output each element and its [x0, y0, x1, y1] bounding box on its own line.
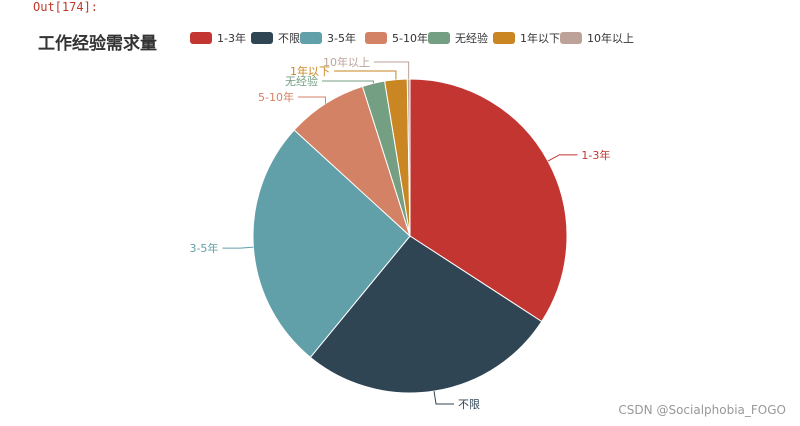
- pie-slice[interactable]: [406, 78, 411, 237]
- legend-swatch: [190, 32, 212, 44]
- pie-slice[interactable]: [409, 78, 568, 323]
- label-leader-line: [374, 61, 410, 80]
- legend-label: 3-5年: [327, 32, 356, 45]
- legend-swatch: [251, 32, 273, 44]
- legend-label: 1年以下: [520, 32, 560, 45]
- legend-label: 无经验: [455, 32, 488, 45]
- chart-title: 工作经验需求量: [38, 34, 157, 54]
- legend-item[interactable]: 1-3年: [190, 30, 246, 46]
- pie-slice[interactable]: [252, 129, 411, 359]
- legend-swatch: [300, 32, 322, 44]
- legend-item[interactable]: 10年以上: [560, 30, 634, 46]
- label-leader-line: [334, 70, 397, 80]
- legend-item[interactable]: 3-5年: [300, 30, 356, 46]
- slice-label: 不限: [458, 398, 480, 411]
- legend-item[interactable]: 1年以下: [493, 30, 560, 46]
- legend-label: 1-3年: [217, 32, 246, 45]
- slice-label: 5-10年: [258, 90, 294, 104]
- legend-item[interactable]: 5-10年: [365, 30, 428, 46]
- slice-label: 1年以下: [290, 64, 330, 78]
- slice-label: 3-5年: [189, 241, 218, 255]
- label-leader-line: [298, 96, 326, 104]
- slice-label: 1-3年: [581, 148, 610, 162]
- legend-item[interactable]: 不限: [251, 30, 300, 46]
- legend-label: 10年以上: [587, 32, 634, 45]
- slice-label: 无经验: [285, 74, 318, 88]
- label-leader-line: [433, 391, 455, 405]
- legend-swatch: [560, 32, 582, 44]
- legend-label: 5-10年: [392, 32, 428, 45]
- legend-swatch: [365, 32, 387, 44]
- label-leader-line: [547, 154, 578, 162]
- output-prompt: Out[174]:: [33, 0, 99, 14]
- slice-label: 10年以上: [323, 55, 370, 69]
- legend-label: 不限: [278, 32, 300, 45]
- legend-swatch: [428, 32, 450, 44]
- label-leader-line: [322, 80, 374, 84]
- label-leader-line: [222, 246, 254, 249]
- watermark: CSDN @Socialphobia_FOGO: [618, 403, 786, 417]
- legend-swatch: [493, 32, 515, 44]
- legend-item[interactable]: 无经验: [428, 30, 488, 46]
